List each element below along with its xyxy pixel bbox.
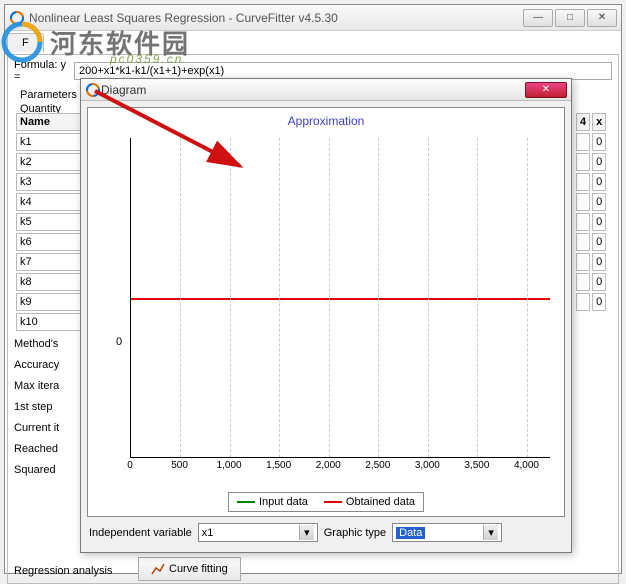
param-row[interactable]: k9 [16,293,86,311]
obtained-data-line [131,298,550,300]
param-row[interactable]: k5 [16,213,86,231]
legend-input-label: Input data [259,496,308,508]
param-row[interactable]: k7 [16,253,86,271]
rc-val[interactable]: 0 [592,273,606,291]
right-column: 4x 0 0 0 0 0 0 0 0 0 [574,111,608,313]
param-row[interactable]: k3 [16,173,86,191]
grid-line [279,138,280,457]
minimize-button[interactable]: — [523,9,553,27]
x-tick-label: 4,000 [514,460,539,471]
parameters-label: Parameters [20,89,77,101]
grid-line [378,138,379,457]
rc-val[interactable]: 0 [592,213,606,231]
rc-h2: x [592,113,606,131]
curve-fitting-button[interactable]: Curve fitting [138,557,241,581]
x-tick-label: 3,500 [464,460,489,471]
accuracy-label: Accuracy [14,359,59,371]
gt-value: Data [396,527,425,539]
param-row[interactable]: k10 [16,313,86,331]
x-tick-label: 1,000 [217,460,242,471]
param-row[interactable]: k4 [16,193,86,211]
gt-combo[interactable]: Data ▾ [392,523,502,542]
x-tick-label: 2,500 [365,460,390,471]
x-tick-label: 1,500 [266,460,291,471]
rc-val[interactable]: 0 [592,173,606,191]
param-row[interactable]: k6 [16,233,86,251]
legend-obtained-swatch [324,501,342,503]
tab-f[interactable]: F [7,33,44,52]
close-button[interactable]: ✕ [587,9,617,27]
param-header: Name [16,113,86,131]
chevron-down-icon: ▾ [483,525,498,540]
grid-line [527,138,528,457]
gt-label: Graphic type [324,527,386,539]
rc-val[interactable]: 0 [592,233,606,251]
plot-area [130,138,550,458]
param-row[interactable]: k1 [16,133,86,151]
main-titlebar: Nonlinear Least Squares Regression - Cur… [5,5,621,31]
tab-strip: F [7,33,619,52]
grid-line [477,138,478,457]
legend-obtained: Obtained data [324,496,415,508]
grid-line [329,138,330,457]
diagram-close-button[interactable]: ✕ [525,82,567,98]
x-tick-label: 500 [171,460,188,471]
chart-icon [151,562,165,576]
step-label: 1st step [14,401,59,413]
grid-line [428,138,429,457]
curve-fitting-label: Curve fitting [169,563,228,575]
x-axis-labels: 0 500 1,000 1,500 2,000 2,500 3,000 3,500 4,000 [130,460,550,474]
rc-val[interactable]: 0 [592,253,606,271]
current-label: Current it [14,422,59,434]
params-table: Name k1 k2 k3 k4 k5 k6 k7 k8 k9 k10 [14,111,88,333]
main-title: Nonlinear Least Squares Regression - Cur… [29,11,523,25]
x-tick-label: 3,000 [415,460,440,471]
rc-val[interactable]: 0 [592,133,606,151]
iv-label: Independent variable [89,527,192,539]
methods-label: Method's [14,338,59,350]
squared-label: Squared [14,464,59,476]
grid-line [180,138,181,457]
legend-input-swatch [237,501,255,503]
app-icon [9,10,25,26]
diagram-title: Diagram [101,83,525,97]
chart-box: Approximation 0 0 500 1,000 1,500 2,000 2,500… [87,107,565,517]
iv-value: x1 [202,527,214,539]
iv-combo[interactable]: x1 ▾ [198,523,318,542]
formula-label: Formula: y = [14,59,74,83]
diagram-titlebar: Diagram ✕ [81,79,571,101]
methods-block: Method's Accuracy Max itera 1st step Cur… [14,338,59,485]
diagram-controls: Independent variable x1 ▾ Graphic type Da… [81,523,571,542]
legend-obtained-label: Obtained data [346,496,415,508]
param-row[interactable]: k2 [16,153,86,171]
reached-label: Reached [14,443,59,455]
rc-val[interactable]: 0 [592,193,606,211]
legend-input: Input data [237,496,308,508]
y-axis-tick: 0 [116,336,122,348]
param-row[interactable]: k8 [16,273,86,291]
maxiter-label: Max itera [14,380,59,392]
rc-val[interactable]: 0 [592,293,606,311]
grid-line [230,138,231,457]
diagram-icon [85,82,101,98]
diagram-window: Diagram ✕ Approximation 0 0 500 1,000 1,500… [80,78,572,553]
rc-h1: 4 [576,113,590,131]
chart-title: Approximation [88,108,564,130]
window-buttons: — □ ✕ [523,9,617,27]
x-tick-label: 0 [127,460,133,471]
maximize-button[interactable]: □ [555,9,585,27]
x-tick-label: 2,000 [316,460,341,471]
chart-legend: Input data Obtained data [228,492,424,512]
regression-label: Regression analysis [14,565,112,577]
chevron-down-icon: ▾ [299,525,314,540]
rc-val[interactable]: 0 [592,153,606,171]
